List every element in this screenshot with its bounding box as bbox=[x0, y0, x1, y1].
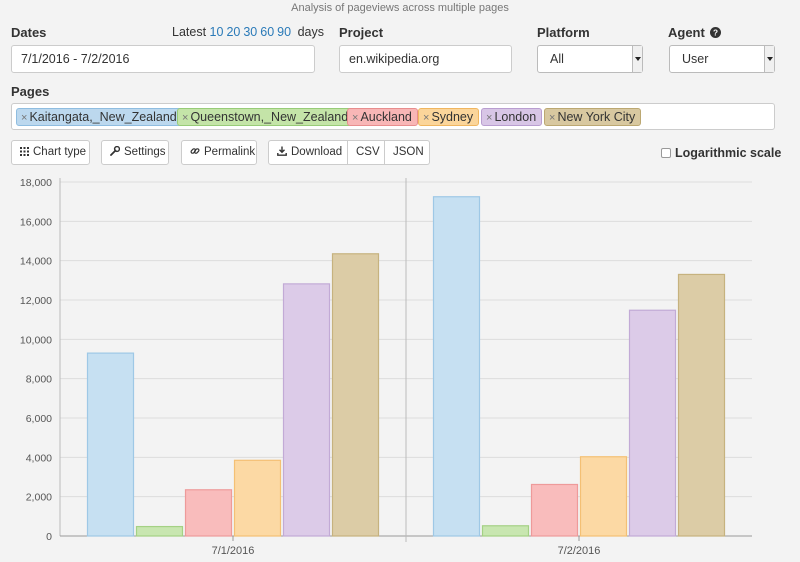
y-tick-label: 2,000 bbox=[26, 492, 52, 504]
y-tick-label: 8,000 bbox=[26, 374, 52, 386]
platform-select[interactable]: All bbox=[537, 45, 643, 73]
log-scale-checkbox[interactable] bbox=[661, 148, 671, 158]
page-tag-label: Kaitangata,_New_Zealand bbox=[29, 110, 177, 124]
bar-kaitangata-new-zealand-1[interactable] bbox=[86, 352, 135, 537]
log-scale-label: Logarithmic scale bbox=[675, 146, 782, 160]
download-label: Download bbox=[291, 146, 343, 158]
bar-london-2[interactable] bbox=[628, 309, 677, 537]
latest-30-link[interactable]: 30 bbox=[243, 25, 258, 39]
question-circle-icon[interactable]: ? bbox=[710, 27, 722, 38]
days-label: days bbox=[297, 25, 324, 39]
page-tag-auckland[interactable]: × Auckland bbox=[347, 108, 418, 126]
bar-sydney-1[interactable] bbox=[233, 459, 282, 537]
bar-london-1[interactable] bbox=[282, 283, 331, 537]
download-button[interactable]: Download bbox=[268, 140, 348, 165]
bar-new-york-city-2[interactable] bbox=[677, 273, 726, 537]
bar-new-york-city-1[interactable] bbox=[331, 253, 380, 537]
bar-queenstown-new-zealand-2[interactable] bbox=[481, 525, 530, 537]
download-icon bbox=[277, 146, 287, 156]
latest-90-link[interactable]: 90 bbox=[277, 25, 292, 39]
svg-text:?: ? bbox=[713, 29, 718, 38]
chart-type-label: Chart type bbox=[33, 146, 87, 158]
page-description: Analysis of pageviews across multiple pa… bbox=[291, 2, 509, 14]
y-tick-label: 14,000 bbox=[20, 256, 52, 268]
latest-20-link[interactable]: 20 bbox=[226, 25, 241, 39]
remove-tag-icon[interactable]: × bbox=[21, 112, 28, 124]
link-icon bbox=[190, 148, 200, 154]
page-tag-new-york-city[interactable]: × New York City bbox=[544, 108, 642, 126]
y-tick-label: 0 bbox=[46, 531, 52, 543]
chevron-down-icon bbox=[764, 46, 774, 72]
latest-days-selector: Latest 10 20 30 60 90 days bbox=[172, 25, 324, 39]
settings-label: Settings bbox=[124, 146, 166, 158]
pageviews-bar-chart: 0 2,000 4,000 6,000 8,000 10,000 12,000 14,000 1… bbox=[20, 177, 752, 557]
bar-sydney-2[interactable] bbox=[579, 456, 628, 537]
remove-tag-icon[interactable]: × bbox=[423, 112, 430, 124]
chart-type-button[interactable]: Chart type bbox=[11, 140, 90, 165]
bar-queenstown-new-zealand-1[interactable] bbox=[135, 525, 184, 537]
permalink-label: Permalink bbox=[204, 146, 256, 158]
project-input[interactable]: en.wikipedia.org bbox=[339, 45, 512, 73]
settings-button[interactable]: Settings bbox=[101, 140, 169, 165]
page-tag-label: New York City bbox=[557, 110, 636, 124]
platform-label: Platform bbox=[537, 25, 590, 40]
bar-auckland-2[interactable] bbox=[530, 483, 579, 537]
bar-auckland-1[interactable] bbox=[184, 489, 233, 537]
x-tick-label: 7/1/2016 bbox=[212, 545, 255, 557]
latest-10-link[interactable]: 10 bbox=[209, 25, 224, 39]
latest-label: Latest bbox=[172, 25, 207, 39]
log-scale-toggle[interactable]: Logarithmic scale bbox=[661, 146, 781, 160]
pages-label: Pages bbox=[11, 84, 50, 99]
permalink-button[interactable]: Permalink bbox=[181, 140, 257, 165]
remove-tag-icon[interactable]: × bbox=[352, 112, 359, 124]
page-tag-queenstown[interactable]: × Queenstown,_New_Zealand bbox=[177, 108, 355, 126]
y-tick-label: 10,000 bbox=[20, 334, 52, 346]
bar-kaitangata-new-zealand-2[interactable] bbox=[432, 196, 481, 537]
page-tag-sydney[interactable]: × Sydney bbox=[418, 108, 480, 126]
y-tick-label: 12,000 bbox=[20, 295, 52, 307]
agent-value: User bbox=[682, 52, 709, 66]
chevron-down-icon bbox=[632, 46, 642, 72]
dates-label: Dates bbox=[11, 25, 47, 40]
page-tag-label: London bbox=[494, 110, 537, 124]
pages-input[interactable]: × Kaitangata,_New_Zealand × Queenstown,_Ne… bbox=[11, 103, 775, 130]
x-tick-label: 7/2/2016 bbox=[558, 545, 601, 557]
page-tag-label: Queenstown,_New_Zealand bbox=[190, 110, 349, 124]
agent-label: Agent ? bbox=[668, 25, 722, 40]
remove-tag-icon[interactable]: × bbox=[486, 112, 493, 124]
remove-tag-icon[interactable]: × bbox=[549, 112, 556, 124]
csv-button[interactable]: CSV bbox=[348, 140, 385, 165]
page-tag-label: Auckland bbox=[360, 110, 412, 124]
y-tick-label: 16,000 bbox=[20, 216, 52, 228]
y-tick-label: 6,000 bbox=[26, 413, 52, 425]
json-button[interactable]: JSON bbox=[385, 140, 430, 165]
page-tag-label: Sydney bbox=[431, 110, 474, 124]
wrench-icon bbox=[110, 146, 120, 156]
grid-icon bbox=[20, 147, 29, 156]
page-tag-kaitangata[interactable]: × Kaitangata,_New_Zealand bbox=[16, 108, 183, 126]
remove-tag-icon[interactable]: × bbox=[182, 112, 189, 124]
agent-label-text: Agent bbox=[668, 25, 705, 40]
date-range-input[interactable]: 7/1/2016 - 7/2/2016 bbox=[11, 45, 315, 73]
page-tag-london[interactable]: × London bbox=[481, 108, 543, 126]
y-tick-label: 4,000 bbox=[26, 452, 52, 464]
y-tick-label: 18,000 bbox=[20, 177, 52, 189]
latest-60-link[interactable]: 60 bbox=[260, 25, 275, 39]
agent-select[interactable]: User bbox=[669, 45, 775, 73]
platform-value: All bbox=[550, 52, 564, 66]
project-label: Project bbox=[339, 25, 384, 40]
